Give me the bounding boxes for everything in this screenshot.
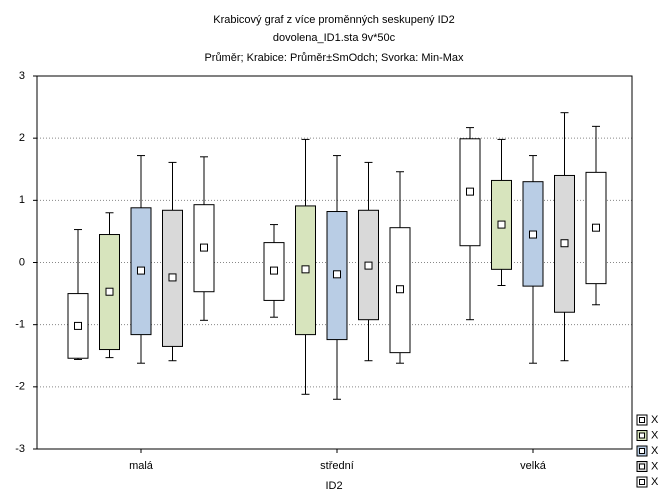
chart-title: Krabicový graf z více proměnných seskupe…	[213, 14, 455, 26]
mean-marker	[497, 220, 506, 229]
legend-marker-inner	[639, 463, 645, 470]
x-axis-label: ID2	[325, 480, 342, 492]
mean-marker	[396, 285, 404, 294]
legend-label: X	[651, 414, 659, 426]
mean-marker	[301, 265, 310, 274]
mean-marker	[270, 266, 278, 275]
mean-marker	[200, 243, 208, 252]
plot-frame	[36, 75, 633, 450]
chart-subtitle: dovolena_ID1.sta 9v*50c	[273, 32, 396, 44]
legend-label: X	[651, 460, 659, 472]
mean-marker	[74, 321, 82, 330]
y-tick-label: -2	[15, 381, 25, 393]
x-tick-label: střední	[320, 460, 354, 472]
mean-marker	[466, 187, 474, 196]
y-tick-label: -1	[15, 319, 25, 331]
legend-label: X	[651, 476, 659, 488]
mean-marker	[560, 239, 569, 248]
legend-marker-inner	[639, 479, 645, 485]
y-tick-label: 3	[19, 70, 25, 82]
mean-marker	[592, 223, 600, 232]
legend-marker-inner	[639, 432, 645, 439]
mean-marker	[364, 261, 373, 270]
legend-label: X	[651, 429, 659, 441]
y-tick-label: -3	[15, 443, 25, 455]
legend-marker-inner	[639, 417, 645, 423]
x-tick-label: velká	[520, 460, 547, 472]
y-tick-label: 1	[19, 194, 25, 206]
chart-note: Průměr; Krabice: Průměr±SmOdch; Svorka: …	[204, 52, 464, 64]
mean-marker	[333, 270, 341, 279]
y-tick-label: 0	[19, 256, 25, 268]
legend-marker-inner	[639, 448, 645, 454]
legend-label: X	[651, 445, 659, 457]
mean-marker	[529, 230, 537, 239]
mean-marker	[137, 266, 145, 275]
y-tick-label: 2	[19, 132, 25, 144]
x-tick-label: malá	[129, 460, 154, 472]
mean-marker	[168, 273, 177, 282]
mean-marker	[105, 287, 114, 296]
